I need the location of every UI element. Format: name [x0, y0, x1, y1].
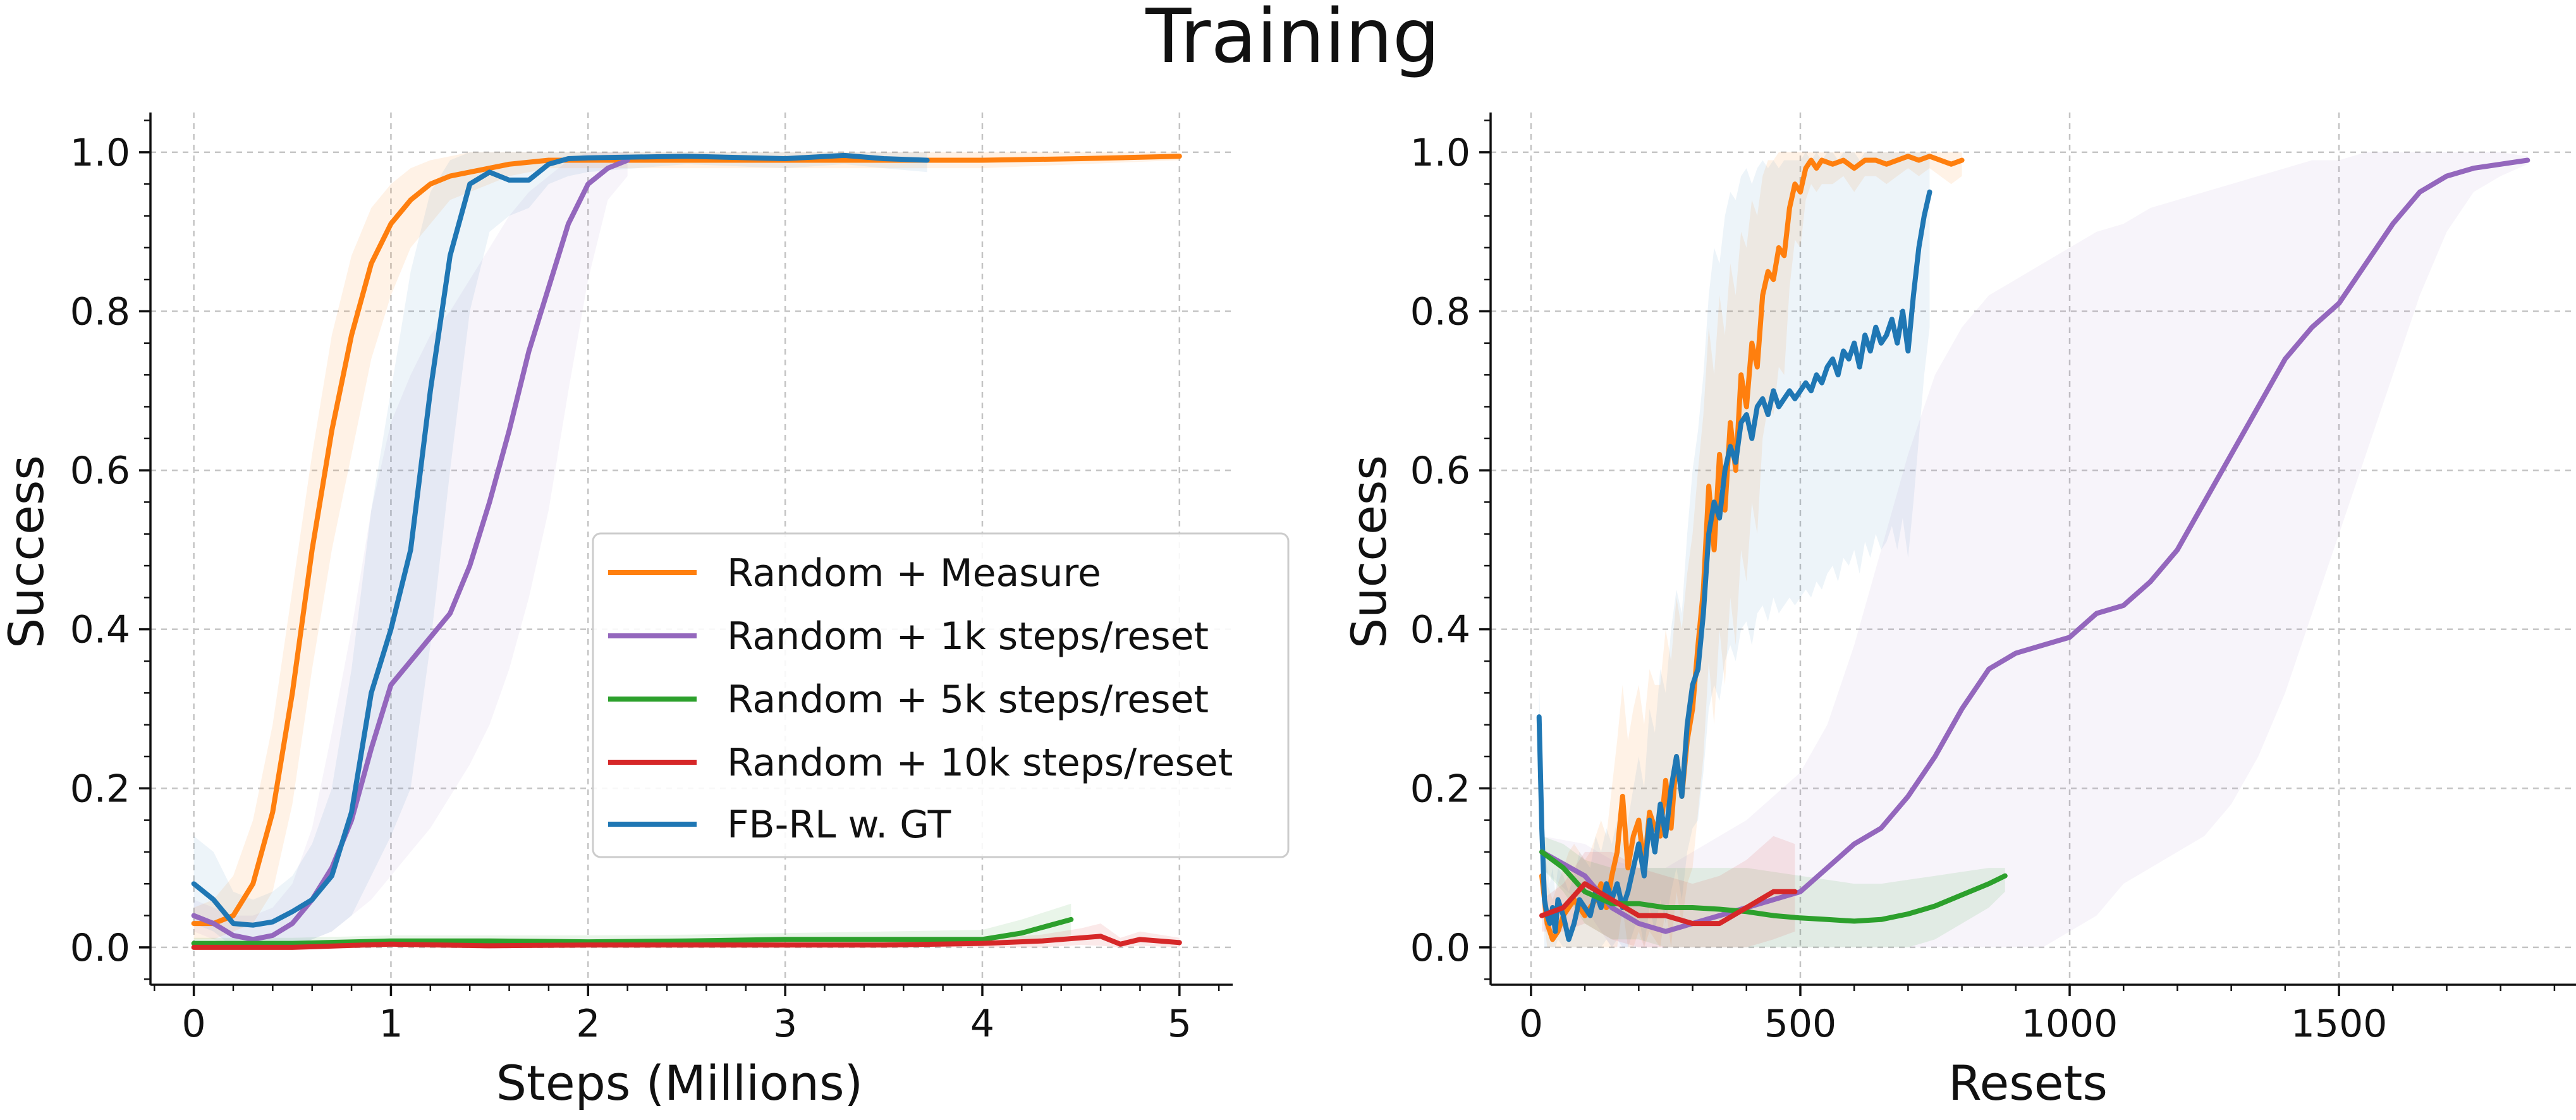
x-tick-label: 4 — [970, 1002, 994, 1046]
series-line-fb-rl-w-gt — [1536, 189, 1932, 942]
x-tick-label: 0 — [182, 1002, 206, 1046]
resets-chart: 0 500 1000 1500 0.0 0.2 0.4 0.6 0.8 1.0 Resets Su… — [1341, 113, 2576, 1111]
x-tick-label: 5 — [1168, 1002, 1192, 1046]
legend-frame — [592, 532, 1290, 858]
x-tick-label: 500 — [1764, 1002, 1837, 1046]
y-tick-label: 1.0 — [1410, 131, 1470, 175]
series-line-random-5k-steps-reset — [1539, 849, 2008, 924]
y-tick-label: 0.2 — [1410, 767, 1470, 811]
y-tick-label: 0.6 — [70, 449, 130, 493]
x-tick-label: 2 — [576, 1002, 600, 1046]
legend-label: Random + Measure — [727, 551, 1101, 595]
y-tick-label: 0.2 — [70, 767, 130, 811]
y-tick-label: 1.0 — [70, 131, 130, 175]
x-tick-label: 1000 — [2022, 1002, 2118, 1046]
y-tick-label: 0.8 — [1410, 289, 1470, 334]
series-line-random-1k-steps-reset — [191, 157, 630, 942]
legend-entry: FB-RL w. GT — [608, 803, 951, 847]
band-random-5k-steps-reset — [193, 903, 1071, 947]
y-tick-label: 0.0 — [70, 926, 130, 970]
series-line-random-1k-steps-reset — [1539, 157, 2530, 934]
resets-y-axis-label: Success — [1341, 455, 1397, 648]
legend-label: Random + 1k steps/reset — [727, 614, 1209, 659]
steps-chart-lines — [191, 152, 1182, 950]
resets-chart-axes: 0 500 1000 1500 0.0 0.2 0.4 0.6 0.8 1.0 — [1410, 113, 2576, 1046]
y-tick-label: 0.0 — [1410, 926, 1470, 970]
steps-y-axis-label: Success — [0, 455, 54, 648]
band-random-measure — [1542, 152, 1962, 947]
y-tick-label: 0.8 — [70, 289, 130, 334]
band-random-1k-steps-reset — [1542, 152, 2528, 947]
figure-title: Training — [1145, 0, 1440, 80]
series-line-random-10k-steps-reset — [191, 934, 1182, 950]
legend-label: Random + 5k steps/reset — [727, 678, 1209, 722]
y-tick-label: 0.6 — [1410, 449, 1470, 493]
x-tick-label: 3 — [773, 1002, 797, 1046]
x-tick-label: 1500 — [2291, 1002, 2388, 1046]
legend-entry: Random + 5k steps/reset — [608, 678, 1209, 722]
series-line-random-5k-steps-reset — [191, 916, 1074, 946]
y-tick-label: 0.4 — [1410, 608, 1470, 652]
x-tick-label: 0 — [1519, 1002, 1543, 1046]
band-random-10k-steps-reset — [1542, 836, 1795, 947]
steps-chart: 0 1 2 3 4 5 0.0 0.2 0.4 0.6 0.8 1.0 Steps (Millions… — [0, 113, 1290, 1111]
legend-label: Random + 10k steps/reset — [727, 741, 1233, 785]
y-tick-label: 0.4 — [70, 608, 130, 652]
resets-chart-lines — [1536, 154, 2530, 942]
resets-chart-grid — [1491, 113, 2576, 985]
series-line-random-measure — [1539, 154, 1965, 942]
steps-x-axis-label: Steps (Millions) — [496, 1055, 863, 1111]
legend-entry: Random + 1k steps/reset — [608, 614, 1209, 659]
band-fb-rl-w-gt — [1539, 152, 1930, 947]
resets-x-axis-label: Resets — [1948, 1055, 2108, 1111]
series-line-fb-rl-w-gt — [191, 152, 930, 928]
legend-entry: Random + Measure — [608, 551, 1101, 595]
legend-label: FB-RL w. GT — [727, 803, 951, 847]
band-fb-rl-w-gt — [193, 152, 927, 947]
legend-entry: Random + 10k steps/reset — [608, 741, 1233, 785]
steps-chart-axes: 0 1 2 3 4 5 0.0 0.2 0.4 0.6 0.8 1.0 — [70, 113, 1233, 1046]
legend: Random + Measure Random + 1k steps/reset… — [592, 532, 1290, 858]
series-line-random-10k-steps-reset — [1539, 881, 1798, 927]
x-tick-label: 1 — [379, 1002, 403, 1046]
